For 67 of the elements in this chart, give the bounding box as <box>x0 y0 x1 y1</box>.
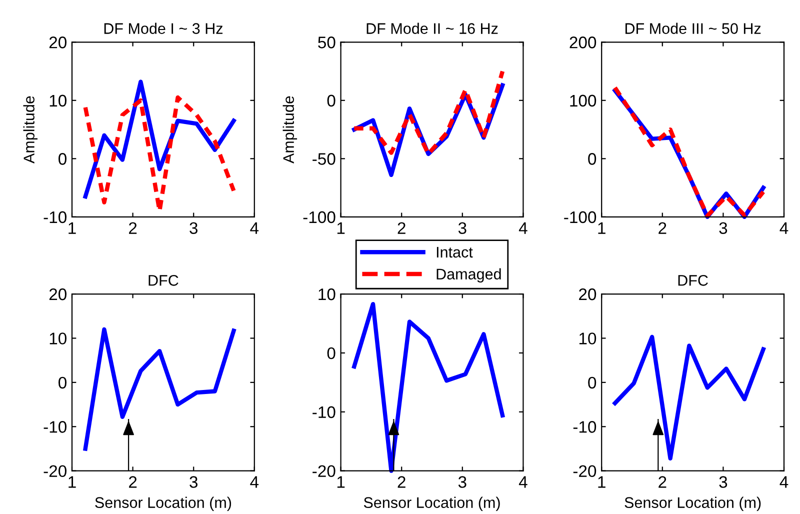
x-tick-label: 2 <box>658 222 666 234</box>
line-series <box>352 69 505 156</box>
x-tick-label: 1 <box>68 222 76 234</box>
x-tick-label: 4 <box>518 476 528 488</box>
y-axis-title: Amplitude <box>282 96 298 164</box>
x-tick-label: 2 <box>129 222 137 234</box>
x-tick-label: 2 <box>398 222 406 234</box>
y-tick-label: 20 <box>49 36 66 48</box>
x-tick-label: 3 <box>458 476 466 488</box>
x-tick-label: 4 <box>250 222 259 234</box>
line-series <box>612 334 766 461</box>
y-tick-label: 0 <box>588 376 596 389</box>
y-tick-label: 10 <box>50 94 66 107</box>
y-tick-label: -10 <box>44 211 66 224</box>
legend-label: Damaged <box>436 268 501 283</box>
y-tick-label: 10 <box>50 332 66 344</box>
y-tick-label: 20 <box>49 288 66 300</box>
x-tick-label: 3 <box>190 476 198 488</box>
y-tick-label: 50 <box>318 36 336 48</box>
y-tick-label: -50 <box>312 153 336 165</box>
y-tick-label: -100 <box>303 211 336 224</box>
x-axis-title: Sensor Location (m) <box>95 496 232 512</box>
y-tick-label: 20 <box>579 288 596 300</box>
x-tick-label: 3 <box>190 222 198 234</box>
x-axis-title: Sensor Location (m) <box>624 496 761 512</box>
x-tick-label: 1 <box>598 476 606 488</box>
x-tick-label: 4 <box>780 222 788 234</box>
y-tick-label: 10 <box>318 288 336 300</box>
chart-title: DFC <box>678 275 708 286</box>
chart-title: DFC <box>148 275 178 286</box>
y-tick-label: -10 <box>44 421 66 433</box>
y-tick-label: 0 <box>58 376 66 389</box>
y-tick-label: 0 <box>327 94 336 107</box>
y-tick-label: -100 <box>564 211 596 224</box>
x-tick-label: 1 <box>337 476 345 488</box>
y-tick-label: 10 <box>579 332 596 344</box>
y-tick-label: 200 <box>570 36 596 48</box>
x-tick-label: 4 <box>780 476 788 488</box>
x-tick-label: 1 <box>337 222 345 234</box>
x-tick-label: 3 <box>719 476 728 488</box>
y-tick-label: 100 <box>570 94 596 107</box>
x-tick-label: 2 <box>398 476 406 488</box>
x-tick-label: 2 <box>129 476 137 488</box>
chart-title: DF Mode II ~ 16 Hz <box>366 22 498 34</box>
y-tick-label: -10 <box>573 421 596 433</box>
y-tick-label: 0 <box>588 153 596 165</box>
x-axis-title: Sensor Location (m) <box>364 496 500 512</box>
x-tick-label: 1 <box>598 222 606 234</box>
line-series <box>83 80 236 199</box>
x-tick-label: 2 <box>658 476 666 488</box>
y-tick-label: -20 <box>44 465 66 478</box>
line-series <box>352 302 505 473</box>
y-tick-label: -10 <box>312 406 336 418</box>
line-series <box>83 327 236 451</box>
y-tick-label: -20 <box>312 465 336 478</box>
chart-title: DF Mode I ~ 3 Hz <box>104 22 223 34</box>
y-axis-title: Amplitude <box>23 96 38 164</box>
x-tick-label: 3 <box>458 222 466 234</box>
y-tick-label: 0 <box>327 347 336 360</box>
x-tick-label: 4 <box>250 476 259 488</box>
y-tick-label: 0 <box>58 153 66 165</box>
x-tick-label: 4 <box>518 222 528 234</box>
y-tick-label: -20 <box>573 465 596 478</box>
chart-title: DF Mode III ~ 50 Hz <box>625 22 761 34</box>
x-tick-label: 1 <box>68 476 76 488</box>
legend-label: Intact <box>436 246 473 258</box>
x-tick-label: 3 <box>719 222 728 234</box>
